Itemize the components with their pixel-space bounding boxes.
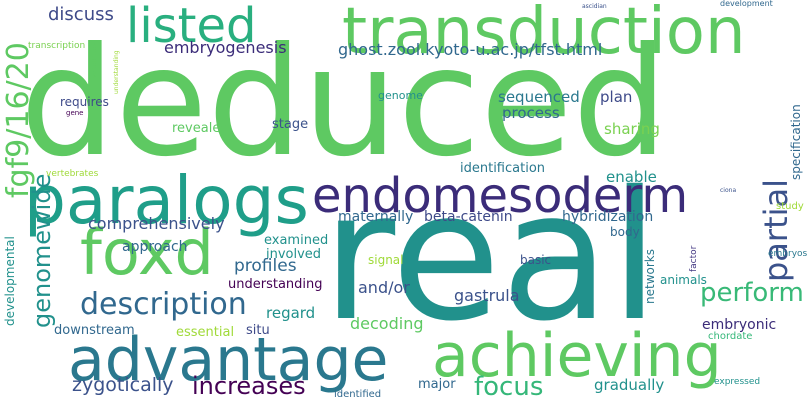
word-ascidian: ascidian [582,4,607,10]
word-beta-catenin: beta-catenin [424,210,513,224]
word-identification: identification [460,162,545,175]
word-increases: increases [192,374,306,398]
word-requires: requires [60,96,109,108]
word-study: study [776,202,804,212]
word-regard: regard [266,306,315,321]
word-perform: perform [700,280,804,306]
word-expressed: expressed [714,378,760,387]
word-decoding: decoding [350,316,423,332]
word-downstream: downstream [54,324,135,337]
word-enable: enable [606,170,657,185]
word-gastrula: gastrula [454,288,520,304]
word-embryogenesis: embryogenesis [164,40,287,56]
word-basic: basic [520,254,551,266]
word-focus: focus [474,374,543,400]
word-transcription: transcription [28,42,85,51]
word-understanding: understanding [228,278,323,291]
word-embryonic: embryonic [702,318,776,332]
word-identified: identified [334,390,381,400]
word-situ: situ [246,324,270,337]
word-description: description [80,290,247,320]
word-revealed: revealed [172,122,229,135]
word-maternally: maternally [338,210,413,224]
word-vertebrates: vertebrates [46,170,98,179]
word-involved: involved [266,248,321,261]
word-sequenced: sequenced [498,90,580,105]
word-approach: approach [122,240,188,254]
word-understanding-small: understanding [114,50,120,94]
word-sharing: sharing [604,122,660,137]
word-partial: partial [760,179,792,282]
word-and-or: and/or [358,280,410,296]
word-vertebrates-small: vertebrates [92,43,98,78]
word-ghost-url: ghost.zool.kyoto-u.ac.jp/tfst.html [338,42,602,58]
word-essential: essential [176,326,234,339]
word-gradually: gradually [594,378,664,393]
word-networks: networks [644,249,656,304]
word-examined: examined [264,234,328,247]
word-animals: animals [660,274,707,286]
word-genome: genome [378,90,423,101]
word-chordate: chordate [708,332,752,342]
word-discuss: discuss [48,6,114,24]
word-stage: stage [272,118,308,131]
word-comprehensively: comprehensively [88,216,225,232]
word-major: major [418,378,456,391]
word-zygotically: zygotically [72,376,174,395]
word-developmental: developmental [4,236,16,326]
word-body: body [610,226,640,238]
word-genomewide: genomewide [30,174,54,328]
word-gene: gene [66,110,84,117]
word-process: process [502,106,560,121]
word-ciona: ciona [720,188,736,194]
word-plan: plan [600,90,632,105]
word-development: development [720,0,773,8]
word-signal: signal [368,254,404,266]
word-specification: specification [790,104,802,180]
word-factor: factor [690,246,699,272]
word-hybridization: hybridization [562,210,653,224]
word-embryos: embryos [768,250,807,259]
